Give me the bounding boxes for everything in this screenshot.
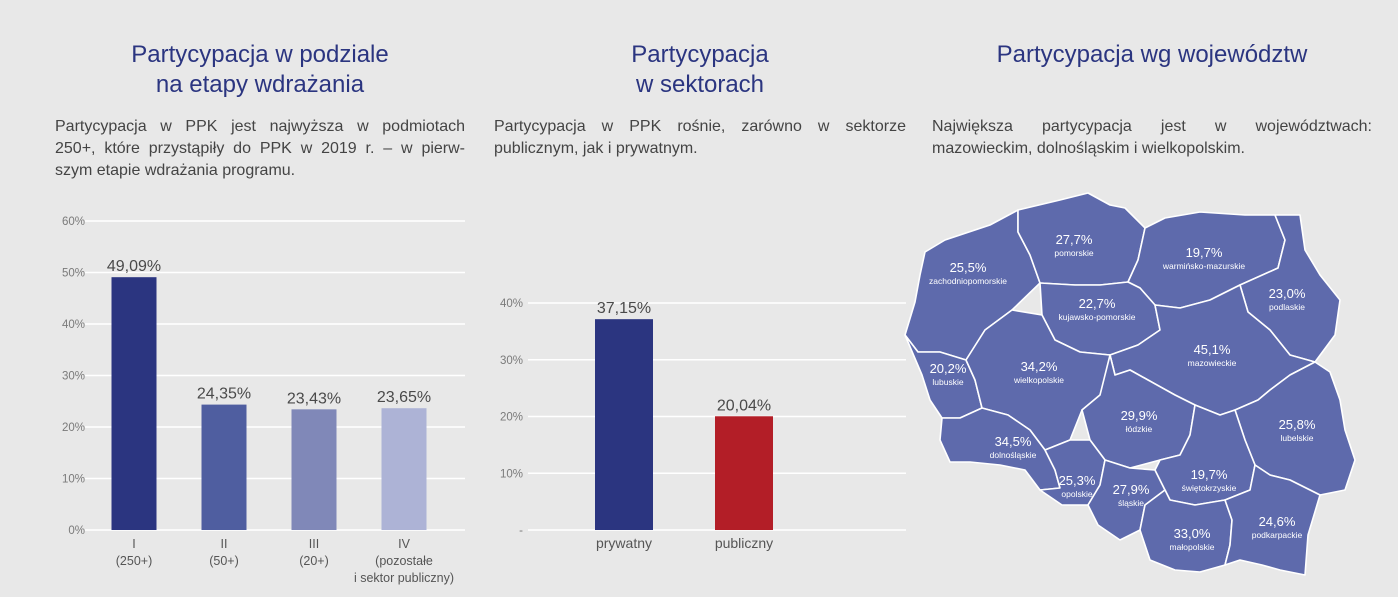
sectors-category-label: prywatny: [596, 535, 652, 551]
stages-category-label: (20+): [299, 554, 329, 568]
stages-category-label: I: [132, 537, 135, 551]
regions-lead-line-1: Największa partycypacja jest w województ…: [932, 118, 1372, 135]
stages-bar: [111, 277, 157, 530]
stages-y-tick: 50%: [62, 268, 85, 280]
region-name-pomorskie: pomorskie: [1054, 248, 1093, 258]
region-name-mazowieckie: mazowieckie: [1188, 358, 1237, 368]
sectors-bar-chart: - 10% 20% 30% 40% 37,15% prywatny 20,04% publicz…: [500, 298, 906, 551]
stages-lead: Partycypacja w PPK jest najwyższa w podm…: [55, 116, 465, 182]
region-value-podlaskie: 23,0%: [1269, 286, 1306, 301]
stages-y-tick: 20%: [62, 422, 85, 434]
stages-bar: [201, 404, 247, 530]
stages-category-label: i sektor publiczny): [354, 571, 454, 585]
region-value-pomorskie: 27,7%: [1056, 232, 1093, 247]
stages-lead-line-1: Partycypacja w PPK jest najwyższa w podm…: [55, 118, 465, 135]
sectors-lead: Partycypacja w PPK rośnie, zarówno w sek…: [494, 116, 906, 160]
region-value-zachodniopomorskie: 25,5%: [950, 260, 987, 275]
region-name-warminsko-mazurskie: warmińsko-mazurskie: [1162, 261, 1245, 271]
region-name-dolnoslaskie: dolnośląskie: [990, 450, 1037, 460]
region-name-podkarpackie: podkarpackie: [1252, 530, 1303, 540]
stages-category-label: (50+): [209, 554, 239, 568]
sectors-y-tick: 30%: [500, 355, 523, 367]
regions-lead-line-2: mazowieckim, dolnośląskim i wielkopolski…: [932, 140, 1245, 157]
panel-regions: Partycypacja wg województw Największa pa…: [932, 0, 1372, 597]
region-name-swietokrzyskie: świętokrzyskie: [1182, 483, 1237, 493]
region-name-kujawsko-pomorskie: kujawsko-pomorskie: [1059, 312, 1136, 322]
region-value-podkarpackie: 24,6%: [1259, 514, 1296, 529]
sectors-lead-line-1: Partycypacja w PPK rośnie, zarówno w sek…: [494, 118, 906, 135]
stages-y-tick: 0%: [68, 525, 85, 537]
stages-value-label: 49,09%: [107, 258, 161, 275]
sectors-title-line-1: Partycypacja: [631, 41, 769, 68]
stages-category-label: II: [221, 537, 228, 551]
region-name-malopolskie: małopolskie: [1170, 542, 1215, 552]
region-name-podlaskie: podlaskie: [1269, 302, 1305, 312]
stages-lead-line-3: szym etapie wdrażania programu.: [55, 162, 296, 179]
region-name-lodzkie: łódzkie: [1126, 424, 1153, 434]
region-name-wielkopolskie: wielkopolskie: [1013, 375, 1064, 385]
stages-y-tick: 10%: [62, 474, 85, 486]
region-value-kujawsko-pomorskie: 22,7%: [1079, 296, 1116, 311]
region-value-opolskie: 25,3%: [1059, 473, 1096, 488]
stages-category-label: IV: [398, 537, 410, 551]
sectors-value-label: 37,15%: [597, 300, 651, 317]
sectors-y-tick: 20%: [500, 412, 523, 424]
region-value-swietokrzyskie: 19,7%: [1191, 467, 1228, 482]
region-name-slaskie: śląskie: [1118, 498, 1144, 508]
region-value-wielkopolskie: 34,2%: [1021, 359, 1058, 374]
stages-category-label: (250+): [116, 554, 152, 568]
sectors-category-label: publiczny: [715, 535, 773, 551]
regions-lead: Największa partycypacja jest w województ…: [932, 116, 1372, 160]
sectors-bar: [715, 416, 773, 530]
sectors-lead-line-2: publicznym, jak i prywatnym.: [494, 140, 698, 157]
stages-title: Partycypacja w podziale na etapy wdrażan…: [55, 40, 465, 100]
stages-category-label: III: [309, 537, 319, 551]
stages-y-tick: 30%: [62, 371, 85, 383]
region-name-lubelskie: lubelskie: [1280, 433, 1313, 443]
stages-title-line-1: Partycypacja w podziale: [131, 41, 389, 68]
region-name-lubuskie: lubuskie: [932, 377, 963, 387]
region-value-lubuskie: 20,2%: [930, 361, 967, 376]
regions-title-line-1: Partycypacja wg województw: [996, 41, 1308, 68]
region-name-zachodniopomorskie: zachodniopomorskie: [929, 276, 1007, 286]
stages-category-label: (pozostałe: [375, 554, 433, 568]
stages-value-label: 24,35%: [197, 386, 251, 403]
stages-value-label: 23,43%: [287, 390, 341, 407]
panel-stages: Partycypacja w podziale na etapy wdrażan…: [55, 0, 465, 597]
sectors-y-tick: 40%: [500, 298, 523, 310]
region-value-dolnoslaskie: 34,5%: [995, 434, 1032, 449]
sectors-bar: [595, 319, 653, 530]
stages-y-tick: 40%: [62, 319, 85, 331]
region-value-slaskie: 27,9%: [1113, 482, 1150, 497]
panel-sectors: Partycypacja w sektorach Partycypacja w …: [494, 0, 906, 597]
region-value-lodzkie: 29,9%: [1121, 408, 1158, 423]
stages-bar: [291, 409, 337, 530]
sectors-value-label: 20,04%: [717, 397, 771, 414]
regions-title: Partycypacja wg województw: [932, 40, 1372, 70]
stages-value-label: 23,65%: [377, 389, 431, 406]
stages-y-tick: 60%: [62, 216, 85, 228]
stages-title-line-2: na etapy wdrażania: [155, 71, 365, 98]
sectors-title: Partycypacja w sektorach: [494, 40, 906, 100]
sectors-y-tick: 10%: [500, 468, 523, 480]
sectors-y-tick: -: [519, 525, 523, 537]
stages-lead-line-2: 250+, które przystąpiły do PPK w 2019 r.…: [55, 140, 465, 157]
region-value-mazowieckie: 45,1%: [1194, 342, 1231, 357]
region-value-malopolskie: 33,0%: [1174, 526, 1211, 541]
sectors-title-line-2: w sektorach: [635, 71, 765, 98]
region-value-lubelskie: 25,8%: [1279, 417, 1316, 432]
stages-bar-chart: 0% 10% 20% 30% 40% 50% 60% 49,09% I (250+) 24,35% I…: [62, 216, 465, 585]
region-podkarpackie: [1224, 464, 1321, 576]
region-name-opolskie: opolskie: [1061, 489, 1092, 499]
region-value-warminsko-mazurskie: 19,7%: [1186, 245, 1223, 260]
stages-bar: [381, 408, 427, 530]
